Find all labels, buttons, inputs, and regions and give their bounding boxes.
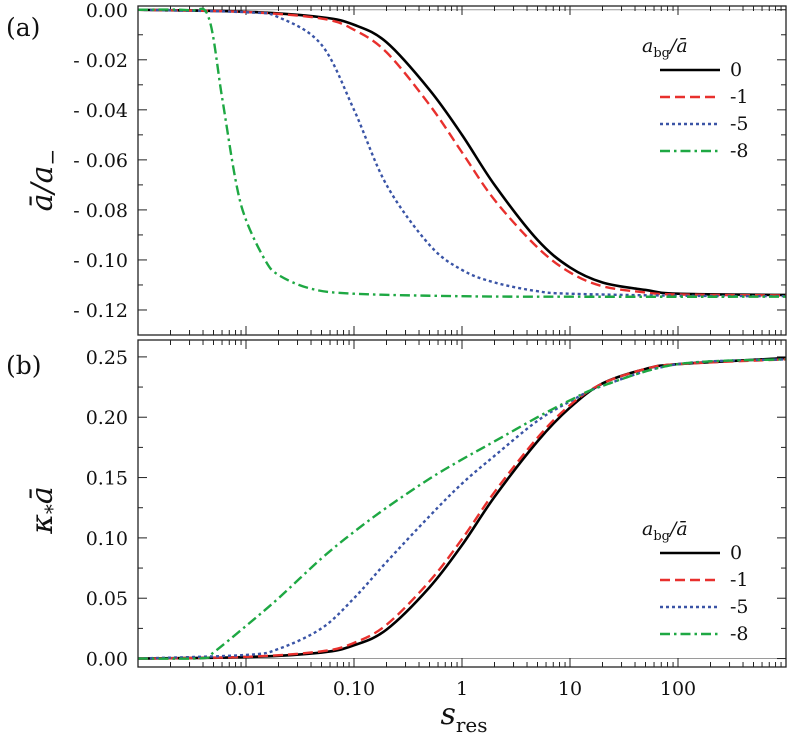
series-line--5	[138, 8, 786, 298]
y-tick-label: 0.05	[86, 588, 128, 610]
ylabel-b-rest: ā	[25, 486, 60, 504]
y-tick-label: - 0.02	[73, 50, 128, 72]
x-tick-label: 100	[660, 678, 696, 700]
y-tick-label: 0.00	[86, 0, 128, 22]
panel-b: 0.01 0.10 1 10 100 0.00 0.05 0.10 0.15 0.20 0.25 ab…	[86, 339, 787, 700]
legend-label-0: 0	[730, 59, 742, 81]
series-line-0	[138, 356, 786, 660]
series-line-0	[138, 8, 786, 297]
svg-text:κ*ā: κ*ā	[25, 486, 64, 535]
x-tick-label: 10	[558, 678, 582, 700]
series-line--8	[138, 7, 786, 298]
y-tick-label: 0.10	[86, 528, 128, 550]
x-tick-label: 0.10	[333, 678, 375, 700]
legend-title-main: a	[642, 35, 653, 57]
svg-text:ā/a−: ā/a−	[25, 149, 64, 212]
legend-label--8: -8	[730, 140, 749, 162]
ylabel-a-sub: −	[40, 149, 64, 166]
ylabel-b: κ*ā	[25, 486, 64, 535]
xlabel-main: s	[440, 697, 455, 732]
series-line--5	[138, 358, 786, 660]
legend-label--5: -5	[730, 596, 749, 618]
y-tick-label: 0.00	[86, 649, 128, 671]
y-tick-label: 0.20	[86, 407, 128, 429]
plot-frame	[137, 5, 787, 336]
y-tick-label: - 0.10	[73, 250, 128, 272]
legend-label--1: -1	[730, 86, 749, 108]
legend-title-rest: /ā	[668, 518, 688, 540]
legend-title-sub: bg	[653, 46, 670, 61]
legend-label--5: -5	[730, 113, 749, 135]
ylabel-a-main: ā/a	[25, 165, 60, 211]
plot-frame	[137, 339, 787, 668]
legend-title: abg/ā	[642, 518, 688, 544]
panel-label-a: (a)	[6, 13, 40, 42]
x-tick-label: 1	[456, 678, 468, 700]
legend-label--1: -1	[730, 569, 749, 591]
series-line--1	[138, 358, 786, 660]
x-tick-label: 0.01	[225, 678, 267, 700]
xlabel: sres	[440, 697, 487, 734]
legend-label--8: -8	[730, 623, 749, 645]
series-line--1	[138, 8, 786, 297]
panel-a: 0.00 - 0.02 - 0.04 - 0.06 - 0.08 - 0.10 - 0.12…	[73, 0, 787, 336]
y-tick-label: - 0.12	[73, 300, 128, 322]
ylabel-a: ā/a−	[25, 149, 64, 212]
legend: abg/ā 0 -1 -5 -8	[642, 518, 749, 645]
ylabel-b-sub: *	[40, 504, 64, 514]
legend: abg/ā 0 -1 -5 -8	[642, 35, 749, 162]
y-tick-label: - 0.06	[73, 150, 128, 172]
y-tick-label: 0.25	[86, 347, 128, 369]
ylabel-b-main: κ	[25, 514, 60, 535]
y-tick-label: 0.15	[86, 468, 128, 490]
legend-label-0: 0	[730, 542, 742, 564]
legend-title-main: a	[642, 518, 653, 540]
panel-label-b: (b)	[6, 351, 42, 380]
y-tick-label: - 0.04	[73, 100, 128, 122]
series-line--8	[138, 358, 786, 660]
legend-title-sub: bg	[653, 529, 670, 544]
xlabel-sub: res	[456, 713, 488, 734]
y-tick-label: - 0.08	[73, 200, 128, 222]
legend-title: abg/ā	[642, 35, 688, 61]
legend-title-rest: /ā	[668, 35, 688, 57]
